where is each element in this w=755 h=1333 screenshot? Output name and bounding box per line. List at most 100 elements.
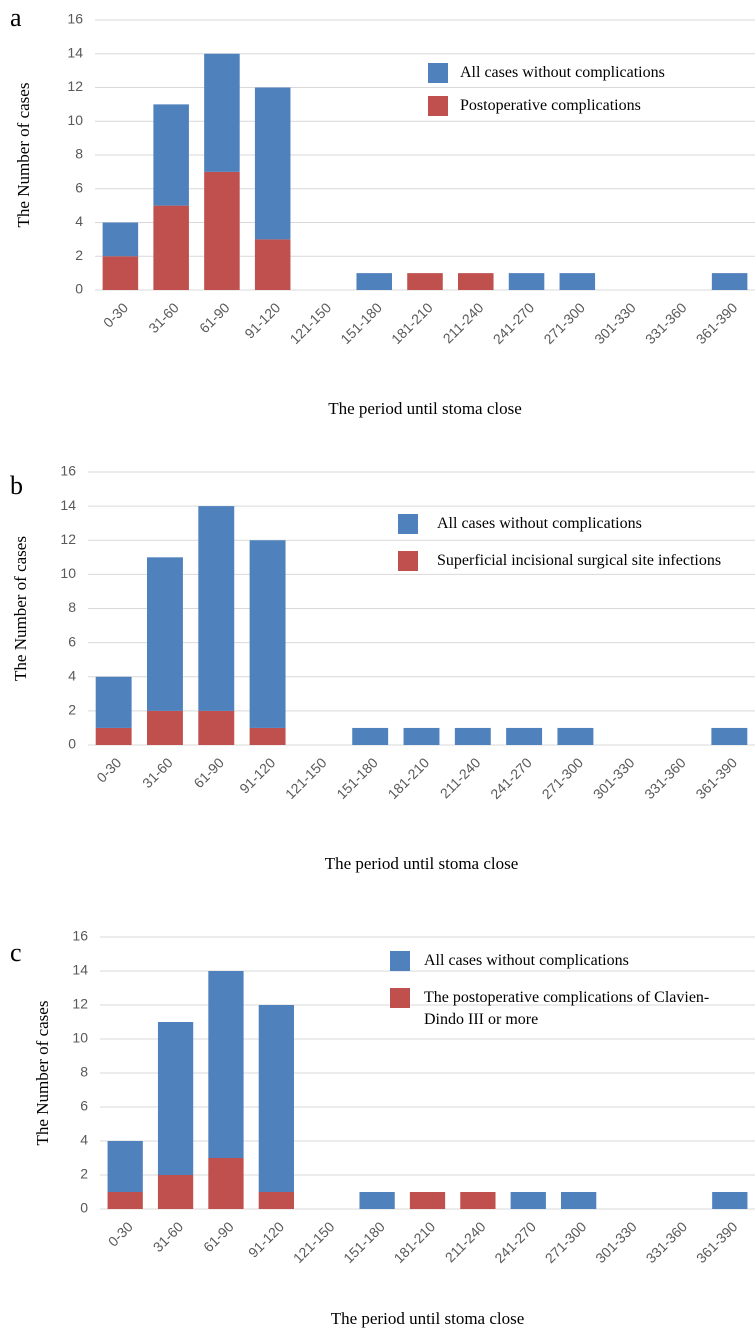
x-axis-title: The period until stoma close bbox=[328, 399, 522, 418]
legend-entry: All cases without complications bbox=[437, 515, 642, 532]
x-tick-label: 121-150 bbox=[287, 299, 335, 347]
x-tick-label: 61-90 bbox=[196, 299, 233, 336]
bar-segment bbox=[107, 1192, 143, 1209]
bar-segment bbox=[711, 727, 748, 745]
legend-label: The postoperative complications of Clavi… bbox=[424, 989, 710, 1028]
y-tick-label: 6 bbox=[75, 179, 83, 195]
y-tick-label: 0 bbox=[80, 1200, 88, 1216]
x-tick-label: 211-240 bbox=[437, 754, 484, 801]
panel-label: b bbox=[10, 471, 23, 500]
y-tick-label: 12 bbox=[67, 78, 83, 94]
bar-segment bbox=[409, 1192, 446, 1209]
y-tick-label: 4 bbox=[68, 667, 76, 683]
y-tick-label: 12 bbox=[72, 996, 88, 1012]
bar-segment bbox=[198, 506, 235, 711]
x-tick-label: 91-120 bbox=[241, 299, 283, 341]
y-tick-label: 0 bbox=[68, 736, 76, 752]
x-tick-label: 331-360 bbox=[641, 754, 689, 802]
x-tick-label: 361-390 bbox=[692, 754, 740, 802]
y-axis-title: The Number of cases bbox=[33, 1001, 52, 1146]
legend-label: Postoperative complications bbox=[460, 97, 641, 114]
bar-segment bbox=[407, 273, 443, 290]
legend-swatch bbox=[390, 951, 410, 971]
bar-segment bbox=[157, 1022, 194, 1175]
legend-entry: Superficial incisional surgical site inf… bbox=[437, 552, 722, 569]
x-tick-label: 301-330 bbox=[592, 1218, 640, 1266]
bar-segment bbox=[458, 273, 494, 290]
x-tick-label: 0-30 bbox=[100, 299, 131, 330]
legend-swatch bbox=[390, 988, 410, 1008]
y-tick-label: 4 bbox=[80, 1132, 88, 1148]
x-tick-label: 331-360 bbox=[643, 1218, 691, 1266]
x-tick-label: 241-270 bbox=[490, 299, 538, 347]
bar-segment bbox=[249, 727, 286, 745]
legend-label: All cases without complications bbox=[460, 64, 665, 81]
x-tick-label: 211-240 bbox=[442, 1218, 489, 1265]
bar-segment bbox=[403, 727, 440, 745]
legend-entry: The postoperative complications of Clavi… bbox=[424, 989, 710, 1028]
bar-segment bbox=[712, 1192, 748, 1209]
bar-segment bbox=[208, 971, 244, 1158]
bar-segment bbox=[102, 222, 139, 257]
bar-segment bbox=[510, 1192, 546, 1209]
bar-segment bbox=[95, 676, 132, 728]
x-tick-label: 181-210 bbox=[391, 1218, 439, 1266]
bar-segment bbox=[153, 205, 189, 290]
bar-segment bbox=[352, 727, 389, 745]
x-tick-label: 301-330 bbox=[590, 754, 638, 802]
y-tick-label: 6 bbox=[68, 633, 76, 649]
legend-label: All cases without complications bbox=[437, 515, 642, 532]
bar-segment bbox=[460, 1192, 496, 1209]
x-tick-label: 301-330 bbox=[591, 299, 639, 347]
bar-segment bbox=[198, 710, 235, 745]
bar-segment bbox=[559, 273, 596, 290]
y-tick-label: 14 bbox=[72, 962, 88, 978]
x-tick-label: 91-120 bbox=[245, 1218, 287, 1260]
bar-segment bbox=[359, 1192, 395, 1209]
x-tick-label: 271-300 bbox=[540, 299, 588, 347]
bar-segment bbox=[147, 557, 183, 711]
y-tick-label: 16 bbox=[72, 928, 88, 944]
x-tick-label: 241-270 bbox=[491, 1218, 539, 1266]
x-tick-label: 31-60 bbox=[145, 299, 182, 336]
legend-swatch bbox=[398, 514, 418, 534]
x-tick-label: 181-210 bbox=[385, 754, 433, 802]
bar-segment bbox=[254, 239, 291, 290]
y-tick-label: 10 bbox=[72, 1030, 88, 1046]
x-tick-label: 0-30 bbox=[93, 754, 124, 785]
y-tick-label: 8 bbox=[75, 146, 83, 162]
x-tick-label: 361-390 bbox=[693, 1218, 741, 1266]
y-tick-label: 14 bbox=[67, 44, 83, 60]
panel-label: a bbox=[10, 3, 22, 32]
bar-segment bbox=[356, 273, 392, 290]
y-tick-label: 10 bbox=[60, 565, 76, 581]
x-tick-label: 211-240 bbox=[440, 299, 487, 346]
bar-segment bbox=[258, 1192, 294, 1209]
x-tick-label: 0-30 bbox=[105, 1218, 136, 1249]
y-tick-label: 6 bbox=[80, 1098, 88, 1114]
y-axis-title: The Number of cases bbox=[14, 83, 33, 228]
bar-segment bbox=[157, 1175, 194, 1209]
panel-label: c bbox=[10, 938, 22, 967]
x-tick-label: 181-210 bbox=[388, 299, 436, 347]
x-tick-label: 271-300 bbox=[539, 754, 587, 802]
x-axis-title: The period until stoma close bbox=[331, 1309, 525, 1328]
legend-label: Superficial incisional surgical site inf… bbox=[437, 552, 722, 569]
legend-swatch bbox=[428, 63, 448, 83]
y-tick-label: 0 bbox=[75, 281, 83, 297]
x-tick-label: 271-300 bbox=[542, 1218, 590, 1266]
y-tick-label: 2 bbox=[80, 1166, 88, 1182]
bar-segment bbox=[204, 171, 240, 290]
legend-entry: All cases without complications bbox=[424, 952, 629, 969]
bar-segment bbox=[254, 87, 291, 240]
x-tick-label: 151-180 bbox=[337, 299, 385, 347]
bar-segment bbox=[95, 727, 132, 745]
x-tick-label: 361-390 bbox=[693, 299, 741, 347]
y-axis-title: The Number of cases bbox=[11, 536, 30, 681]
bar-segment bbox=[147, 710, 183, 745]
bar-segment bbox=[204, 53, 240, 172]
bar-segment bbox=[249, 540, 286, 728]
x-tick-label: 331-360 bbox=[642, 299, 690, 347]
legend-entry: Postoperative complications bbox=[460, 97, 641, 114]
